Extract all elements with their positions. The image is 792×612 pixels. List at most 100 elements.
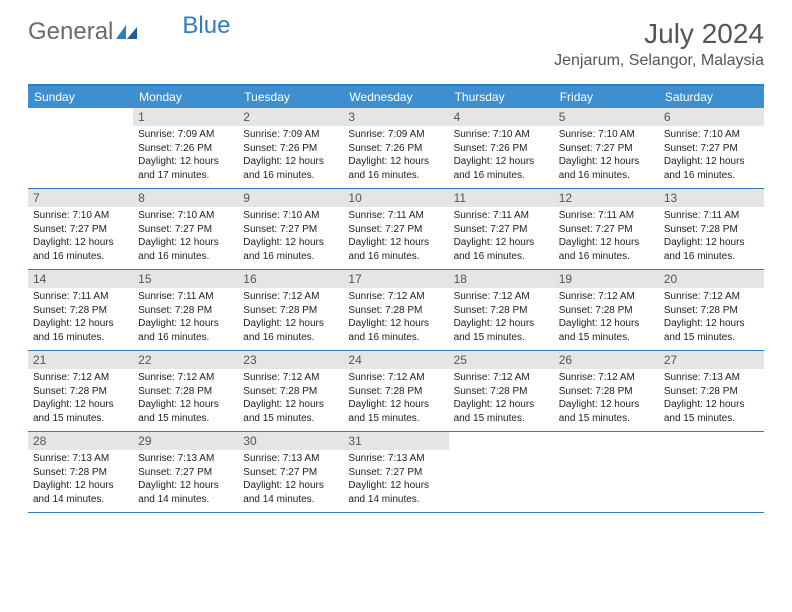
day-cell: 23Sunrise: 7:12 AMSunset: 7:28 PMDayligh… [238, 351, 343, 431]
sunrise-line: Sunrise: 7:10 AM [454, 128, 549, 142]
sunset-line: Sunset: 7:28 PM [559, 304, 654, 318]
daylight-line: Daylight: 12 hours and 15 minutes. [348, 398, 443, 425]
daylight-line: Daylight: 12 hours and 16 minutes. [243, 236, 338, 263]
sunrise-line: Sunrise: 7:10 AM [243, 209, 338, 223]
sunset-line: Sunset: 7:28 PM [454, 304, 549, 318]
logo-sail-icon [116, 18, 138, 32]
day-number: 10 [343, 189, 448, 207]
sunrise-line: Sunrise: 7:11 AM [348, 209, 443, 223]
day-info: Sunrise: 7:13 AMSunset: 7:28 PMDaylight:… [28, 450, 133, 510]
sunset-line: Sunset: 7:26 PM [454, 142, 549, 156]
sunset-line: Sunset: 7:27 PM [33, 223, 128, 237]
day-cell: 22Sunrise: 7:12 AMSunset: 7:28 PMDayligh… [133, 351, 238, 431]
day-info: Sunrise: 7:10 AMSunset: 7:27 PMDaylight:… [659, 126, 764, 186]
sunset-line: Sunset: 7:27 PM [138, 466, 233, 480]
week-row: 7Sunrise: 7:10 AMSunset: 7:27 PMDaylight… [28, 189, 764, 270]
sunset-line: Sunset: 7:27 PM [559, 223, 654, 237]
logo-text-1: General [28, 18, 113, 46]
daylight-line: Daylight: 12 hours and 16 minutes. [138, 236, 233, 263]
sunrise-line: Sunrise: 7:11 AM [664, 209, 759, 223]
daylight-line: Daylight: 12 hours and 17 minutes. [138, 155, 233, 182]
day-number: 14 [28, 270, 133, 288]
day-number: 30 [238, 432, 343, 450]
day-info: Sunrise: 7:11 AMSunset: 7:28 PMDaylight:… [659, 207, 764, 267]
sunset-line: Sunset: 7:28 PM [664, 304, 759, 318]
day-of-week-header: SundayMondayTuesdayWednesdayThursdayFrid… [28, 86, 764, 108]
day-number: 19 [554, 270, 659, 288]
daylight-line: Daylight: 12 hours and 16 minutes. [348, 155, 443, 182]
sunset-line: Sunset: 7:28 PM [33, 466, 128, 480]
dow-friday: Friday [554, 86, 659, 108]
day-info: Sunrise: 7:13 AMSunset: 7:27 PMDaylight:… [133, 450, 238, 510]
day-info: Sunrise: 7:12 AMSunset: 7:28 PMDaylight:… [554, 369, 659, 429]
day-cell: 2Sunrise: 7:09 AMSunset: 7:26 PMDaylight… [238, 108, 343, 188]
logo-text-2: Blue [182, 12, 230, 40]
day-cell: 15Sunrise: 7:11 AMSunset: 7:28 PMDayligh… [133, 270, 238, 350]
day-number: 9 [238, 189, 343, 207]
sunrise-line: Sunrise: 7:12 AM [243, 290, 338, 304]
day-info: Sunrise: 7:12 AMSunset: 7:28 PMDaylight:… [343, 288, 448, 348]
day-number: 23 [238, 351, 343, 369]
day-number: 31 [343, 432, 448, 450]
day-info: Sunrise: 7:11 AMSunset: 7:28 PMDaylight:… [133, 288, 238, 348]
day-info: Sunrise: 7:11 AMSunset: 7:27 PMDaylight:… [554, 207, 659, 267]
day-info: Sunrise: 7:10 AMSunset: 7:27 PMDaylight:… [554, 126, 659, 186]
sunset-line: Sunset: 7:27 PM [138, 223, 233, 237]
header: General Blue July 2024 Jenjarum, Selango… [0, 0, 792, 78]
day-number: 22 [133, 351, 238, 369]
sunrise-line: Sunrise: 7:12 AM [243, 371, 338, 385]
sunset-line: Sunset: 7:28 PM [559, 385, 654, 399]
week-row: 1Sunrise: 7:09 AMSunset: 7:26 PMDaylight… [28, 108, 764, 189]
day-cell: 3Sunrise: 7:09 AMSunset: 7:26 PMDaylight… [343, 108, 448, 188]
daylight-line: Daylight: 12 hours and 15 minutes. [454, 398, 549, 425]
daylight-line: Daylight: 12 hours and 15 minutes. [33, 398, 128, 425]
sunset-line: Sunset: 7:27 PM [348, 223, 443, 237]
day-number: 21 [28, 351, 133, 369]
sunrise-line: Sunrise: 7:10 AM [559, 128, 654, 142]
daylight-line: Daylight: 12 hours and 16 minutes. [559, 236, 654, 263]
day-info: Sunrise: 7:10 AMSunset: 7:27 PMDaylight:… [28, 207, 133, 267]
sunrise-line: Sunrise: 7:10 AM [138, 209, 233, 223]
sunset-line: Sunset: 7:28 PM [138, 304, 233, 318]
day-number: 2 [238, 108, 343, 126]
day-info: Sunrise: 7:09 AMSunset: 7:26 PMDaylight:… [238, 126, 343, 186]
day-cell: 6Sunrise: 7:10 AMSunset: 7:27 PMDaylight… [659, 108, 764, 188]
daylight-line: Daylight: 12 hours and 15 minutes. [559, 398, 654, 425]
sunrise-line: Sunrise: 7:09 AM [348, 128, 443, 142]
dow-wednesday: Wednesday [343, 86, 448, 108]
dow-tuesday: Tuesday [238, 86, 343, 108]
daylight-line: Daylight: 12 hours and 16 minutes. [664, 236, 759, 263]
day-info: Sunrise: 7:10 AMSunset: 7:27 PMDaylight:… [133, 207, 238, 267]
sunrise-line: Sunrise: 7:12 AM [664, 290, 759, 304]
sunrise-line: Sunrise: 7:10 AM [664, 128, 759, 142]
sunrise-line: Sunrise: 7:12 AM [454, 371, 549, 385]
sunrise-line: Sunrise: 7:12 AM [348, 371, 443, 385]
day-cell: 27Sunrise: 7:13 AMSunset: 7:28 PMDayligh… [659, 351, 764, 431]
day-info: Sunrise: 7:12 AMSunset: 7:28 PMDaylight:… [343, 369, 448, 429]
day-number: 1 [133, 108, 238, 126]
day-cell: 19Sunrise: 7:12 AMSunset: 7:28 PMDayligh… [554, 270, 659, 350]
day-cell: 26Sunrise: 7:12 AMSunset: 7:28 PMDayligh… [554, 351, 659, 431]
sunset-line: Sunset: 7:26 PM [138, 142, 233, 156]
day-number: 17 [343, 270, 448, 288]
sunset-line: Sunset: 7:28 PM [348, 304, 443, 318]
dow-sunday: Sunday [28, 86, 133, 108]
sunrise-line: Sunrise: 7:09 AM [138, 128, 233, 142]
day-cell: 5Sunrise: 7:10 AMSunset: 7:27 PMDaylight… [554, 108, 659, 188]
day-cell: 1Sunrise: 7:09 AMSunset: 7:26 PMDaylight… [133, 108, 238, 188]
day-info: Sunrise: 7:13 AMSunset: 7:27 PMDaylight:… [343, 450, 448, 510]
day-info: Sunrise: 7:09 AMSunset: 7:26 PMDaylight:… [133, 126, 238, 186]
sunset-line: Sunset: 7:27 PM [454, 223, 549, 237]
day-cell: 29Sunrise: 7:13 AMSunset: 7:27 PMDayligh… [133, 432, 238, 512]
day-number: 25 [449, 351, 554, 369]
day-cell: 21Sunrise: 7:12 AMSunset: 7:28 PMDayligh… [28, 351, 133, 431]
day-number: 15 [133, 270, 238, 288]
location: Jenjarum, Selangor, Malaysia [554, 52, 764, 70]
sunset-line: Sunset: 7:26 PM [243, 142, 338, 156]
day-number: 5 [554, 108, 659, 126]
day-info: Sunrise: 7:11 AMSunset: 7:27 PMDaylight:… [449, 207, 554, 267]
day-info: Sunrise: 7:10 AMSunset: 7:26 PMDaylight:… [449, 126, 554, 186]
day-info: Sunrise: 7:09 AMSunset: 7:26 PMDaylight:… [343, 126, 448, 186]
daylight-line: Daylight: 12 hours and 14 minutes. [138, 479, 233, 506]
day-number: 7 [28, 189, 133, 207]
